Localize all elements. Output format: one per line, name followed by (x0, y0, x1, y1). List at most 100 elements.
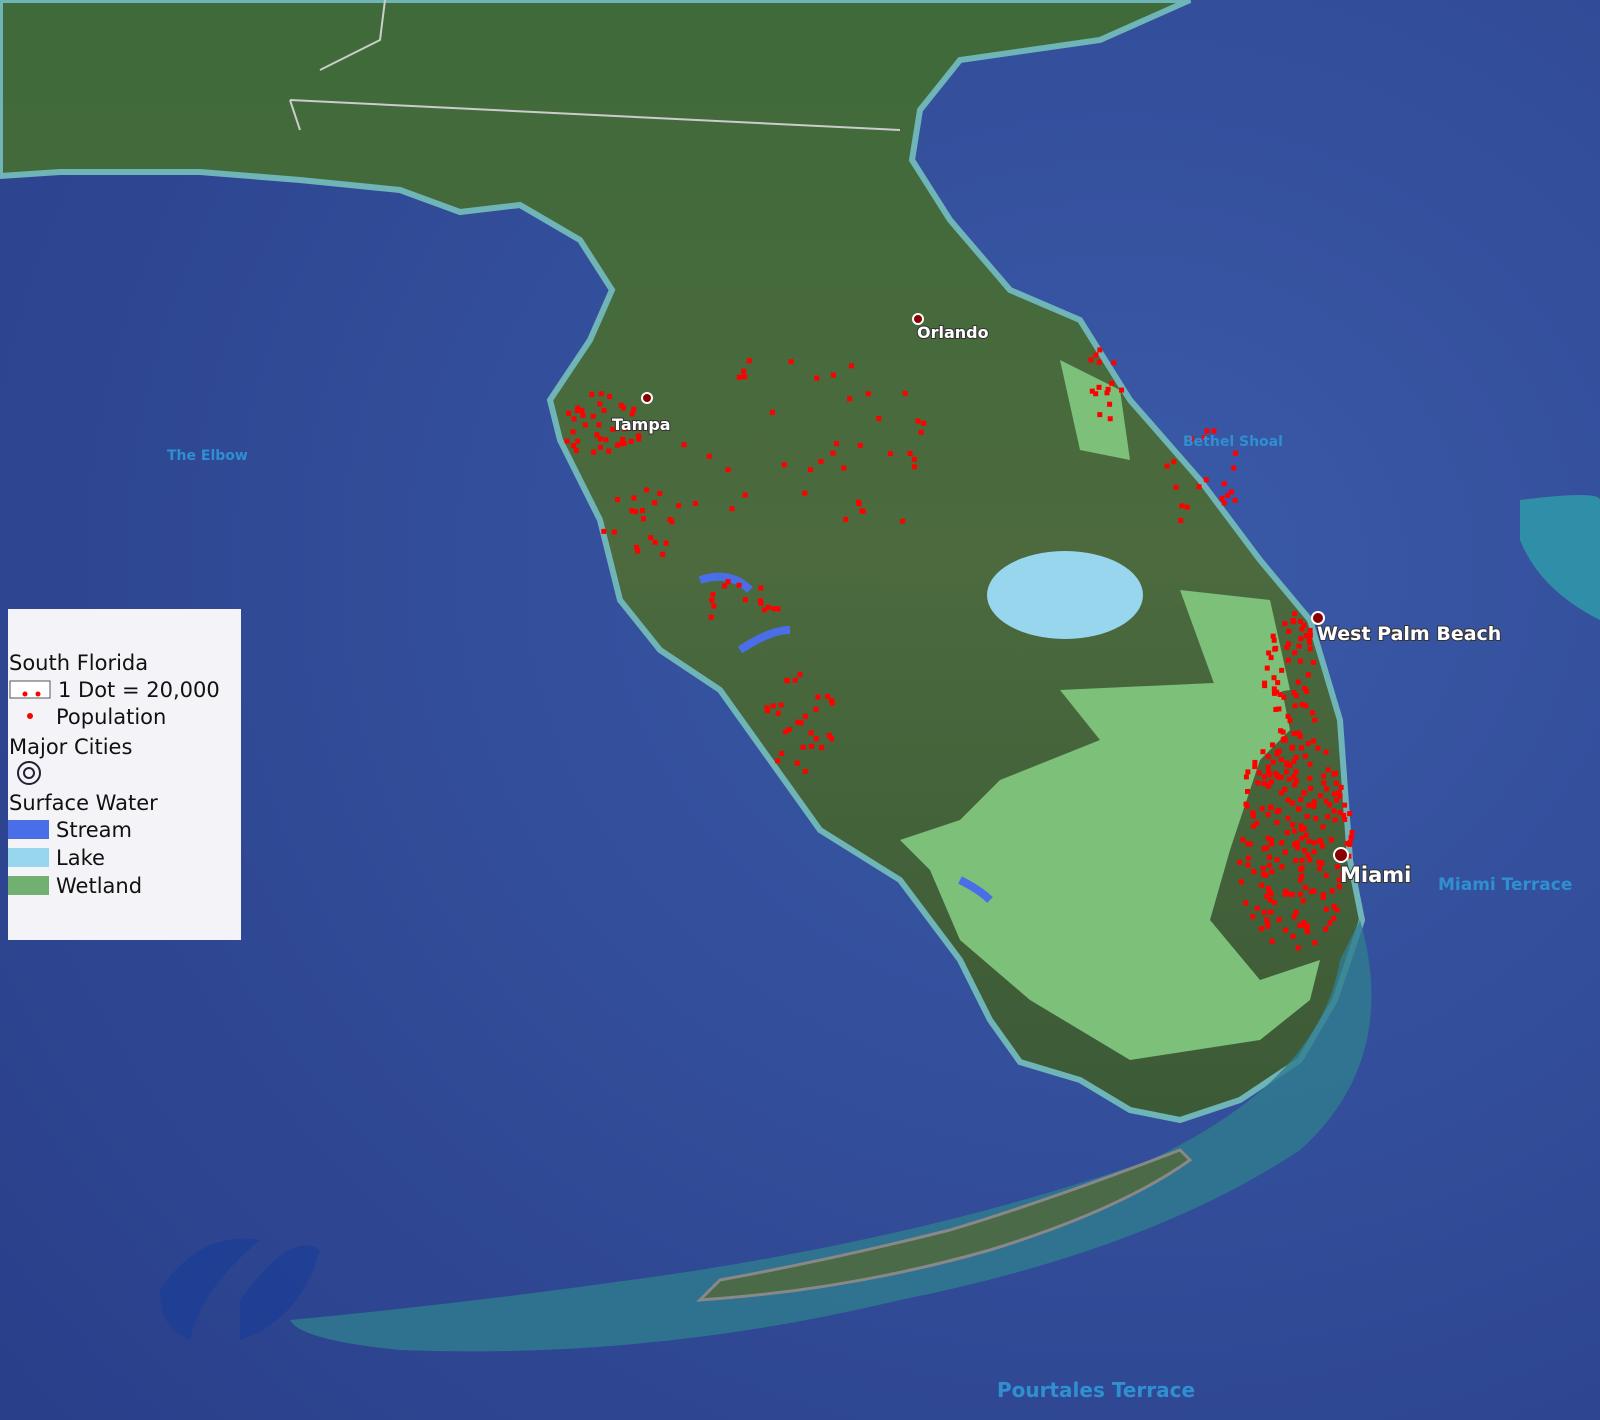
population-dot (631, 406, 637, 412)
legend-population: Population (56, 705, 166, 729)
population-dot (1299, 835, 1305, 841)
population-dot (1285, 641, 1291, 647)
population-dot (1319, 843, 1325, 849)
population-dot (1265, 811, 1271, 817)
population-dot (1264, 893, 1270, 899)
population-dot (1245, 862, 1251, 868)
population-dot (1348, 835, 1354, 841)
city-symbol (17, 761, 41, 785)
population-dot (1274, 749, 1280, 755)
population-dot (1301, 922, 1307, 928)
population-dot (1305, 740, 1311, 746)
population-dot (597, 401, 603, 407)
population-dot (1269, 837, 1275, 843)
population-dot (629, 508, 635, 514)
population-dot (1271, 675, 1277, 681)
shoals (160, 1238, 320, 1340)
population-dot (1297, 658, 1303, 664)
population-dot (1211, 428, 1217, 434)
population-dot (1293, 857, 1299, 863)
population-dot (1282, 786, 1288, 792)
population-dot (1271, 900, 1277, 906)
population-dot (1298, 636, 1304, 642)
population-dot (1268, 655, 1274, 661)
population-dot (1265, 921, 1271, 927)
population-dot (1093, 352, 1099, 358)
population-dot (1329, 888, 1335, 894)
population-dot (741, 368, 747, 374)
population-dot (1270, 759, 1276, 765)
population-dot (1265, 835, 1271, 841)
population-dot (1342, 802, 1348, 808)
population-dot (1089, 388, 1095, 394)
population-dot (1324, 786, 1330, 792)
population-dot (797, 671, 803, 677)
population-dot (1306, 640, 1312, 646)
dot-sample (22, 691, 28, 697)
population-dot (1276, 807, 1282, 813)
population-dot (1293, 778, 1299, 784)
population-dot (1312, 940, 1318, 946)
population-dot (1279, 840, 1285, 846)
population-dot (1323, 798, 1329, 804)
population-dot (781, 462, 787, 468)
population-dot (1307, 646, 1313, 652)
feature-label: Miami Terrace (1438, 875, 1572, 895)
population-dot (1264, 845, 1270, 851)
population-dot (589, 391, 595, 397)
population-dot (761, 607, 767, 613)
population-dot (1331, 771, 1337, 777)
population-dot (1297, 891, 1303, 897)
population-dot (1284, 762, 1290, 768)
population-dot (902, 390, 908, 396)
population-dot (725, 579, 731, 585)
population-dot (1315, 745, 1321, 751)
population-dot (798, 720, 804, 726)
population-dot (1308, 889, 1314, 895)
population-dot (1310, 710, 1316, 716)
population-dot (582, 422, 588, 428)
population-dot (1321, 780, 1327, 786)
population-dot (614, 496, 620, 502)
population-dot (1334, 907, 1340, 913)
population-dot (1266, 862, 1272, 868)
population-dot (652, 539, 658, 545)
population-dot (1266, 769, 1272, 775)
population-dot (1282, 849, 1288, 855)
stream (698, 572, 993, 903)
population-dot (1301, 825, 1307, 831)
population-dot (813, 736, 819, 742)
population-dot (1307, 627, 1313, 633)
population-dot (639, 508, 645, 514)
population-dot (1276, 706, 1282, 712)
population-dot (758, 600, 764, 606)
population-dot (1285, 797, 1291, 803)
population-dot (1245, 788, 1251, 794)
population-dot (1088, 357, 1094, 363)
population-dot (1238, 879, 1244, 885)
population-dot (1295, 730, 1301, 736)
population-dot (1269, 869, 1275, 875)
population-dot (1287, 718, 1293, 724)
population-dot (1289, 745, 1295, 751)
population-dot (1280, 729, 1286, 735)
population-dot (1337, 793, 1343, 799)
population-dot (1327, 920, 1333, 926)
population-dot (629, 411, 635, 417)
population-dot (634, 544, 640, 550)
population-dot (1319, 860, 1325, 866)
population-dot (564, 438, 570, 444)
population-dot (1271, 686, 1277, 692)
population-dot (1298, 823, 1304, 829)
population-dot (1294, 840, 1300, 846)
population-dot (887, 451, 893, 457)
population-dot (621, 426, 627, 432)
city-markers (641, 313, 1349, 863)
population-dot (1290, 822, 1296, 828)
population-dot (1278, 790, 1284, 796)
population-dot (1338, 784, 1344, 790)
legend-label: Lake (56, 846, 105, 870)
population-dot (1250, 813, 1256, 819)
population-dot (830, 372, 836, 378)
population-dot (1320, 824, 1326, 830)
